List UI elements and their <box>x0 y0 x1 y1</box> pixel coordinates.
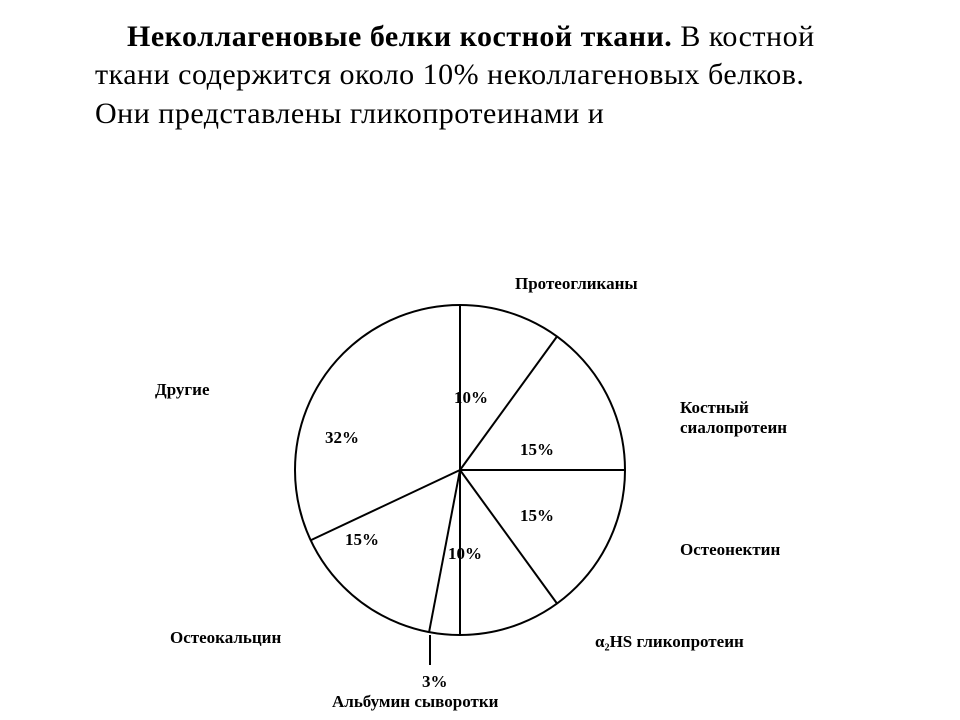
slice-percent-label: 15% <box>345 530 379 550</box>
slice-percent-label: 10% <box>448 544 482 564</box>
slice-category-label: Другие <box>155 380 210 400</box>
slice-percent-label: 32% <box>325 428 359 448</box>
pie-svg <box>100 280 860 720</box>
paragraph: Неколлагеновые белки костной ткани. В ко… <box>95 18 865 133</box>
title-text: Неколлагеновые белки костной ткани. <box>127 20 672 53</box>
slice-category-label: сиалопротеин <box>680 418 787 438</box>
slide: Неколлагеновые белки костной ткани. В ко… <box>0 0 960 720</box>
slice-percent-label: 10% <box>454 388 488 408</box>
slice-category-label: 3% <box>422 672 448 692</box>
slice-category-label: Альбумин сыворотки <box>332 692 498 712</box>
slice-category-label: α₂HS гликопротеин <box>595 632 744 652</box>
slice-category-label: Остеонектин <box>680 540 780 560</box>
slice-category-label: Костный <box>680 398 749 418</box>
slice-category-label: Остеокальцин <box>170 628 281 648</box>
pie-chart: 10%15%15%10%15%32%ПротеогликаныДругиеКос… <box>100 280 860 700</box>
slice-percent-label: 15% <box>520 440 554 460</box>
slice-category-label: Протеогликаны <box>515 274 638 294</box>
slice-percent-label: 15% <box>520 506 554 526</box>
